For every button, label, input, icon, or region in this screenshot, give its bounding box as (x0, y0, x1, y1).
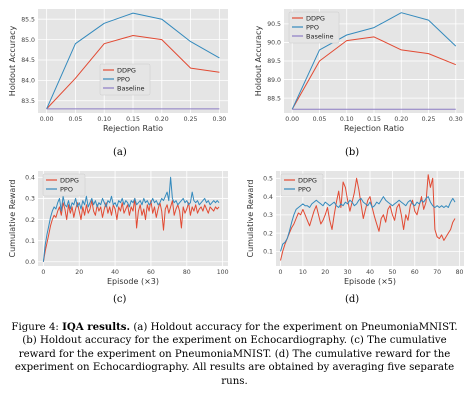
x-axis-label: Episode (×3) (107, 277, 159, 286)
x-axis-label: Rejection Ratio (344, 124, 404, 133)
series-line-ppo (42, 176, 220, 262)
x-tick-label: 80 (456, 269, 464, 276)
sublabel-d: (d) (345, 294, 360, 305)
series-line-ppo (280, 196, 456, 252)
series-line-ddpg (46, 35, 220, 110)
x-tick-label: 60 (147, 269, 155, 276)
legend-label: PPO (117, 75, 130, 83)
x-tick-label: 0.15 (126, 116, 140, 123)
y-tick-label: 0.1 (263, 249, 273, 256)
series-line-ddpg (42, 197, 220, 262)
x-tick-label: 0.05 (69, 116, 83, 123)
x-tick-label: 0.00 (40, 116, 54, 123)
x-tick-label: 50 (388, 269, 396, 276)
legend-label: DDPG (117, 66, 136, 74)
y-tick-label: 84.0 (21, 78, 35, 85)
y-axis-label: Cumulative Reward (8, 180, 17, 258)
x-tick-label: 0.10 (97, 116, 111, 123)
y-axis-label: Holdout Accuracy (8, 26, 17, 97)
x-tick-label: 20 (321, 269, 329, 276)
y-tick-label: 0.2 (25, 217, 35, 224)
legend-label: PPO (306, 23, 319, 31)
x-tick-label: 40 (111, 269, 119, 276)
x-tick-label: 0 (41, 269, 45, 276)
series-line-ppo (291, 12, 457, 110)
chart-a: 0.00 0.05 0.10 0.15 0.20 0.25 0.30 83.5 84.0 84.5… (8, 9, 228, 133)
caption-figure-label: Figure 4: (11, 322, 59, 333)
x-tick-label: 30 (344, 269, 352, 276)
x-tick-label: 80 (183, 269, 191, 276)
y-axis-label: Holdout Accuracy (254, 26, 263, 97)
legend-label: PPO (60, 185, 73, 193)
x-tick-label: 20 (75, 269, 83, 276)
chart-b: 0.00 0.05 0.10 0.15 0.20 0.25 0.30 88.5 89.0 89.5… (254, 9, 464, 133)
sublabel-b: (b) (345, 147, 360, 158)
legend-box (288, 11, 340, 44)
figure-caption: Figure 4: IQA results. (a) Holdout accur… (6, 321, 463, 388)
y-tick-label: 0.1 (25, 238, 35, 245)
series-line-ddpg (291, 36, 456, 110)
x-tick-label: 0.20 (394, 116, 408, 123)
y-tick-label: 84.5 (21, 57, 35, 64)
sublabel-a: (a) (113, 147, 127, 158)
x-tick-label: 60 (411, 269, 419, 276)
x-axis-label: Episode (×5) (344, 277, 396, 286)
y-tick-label: 0.4 (25, 175, 35, 182)
y-tick-label: 89.5 (267, 58, 281, 65)
legend-label: DDPG (60, 176, 79, 184)
x-tick-label: 0.25 (184, 116, 198, 123)
x-tick-label: 0.20 (155, 116, 169, 123)
x-tick-label: 0.30 (449, 116, 463, 123)
y-tick-label: 88.5 (267, 95, 281, 102)
y-tick-label: 0.3 (263, 212, 273, 219)
x-tick-label: 70 (433, 269, 441, 276)
y-tick-label: 0.0 (25, 259, 35, 266)
y-tick-label: 0.4 (263, 194, 273, 201)
x-tick-label: 0.30 (212, 116, 226, 123)
series-line-ddpg (280, 174, 456, 261)
x-tick-label: 0.00 (285, 116, 299, 123)
y-tick-label: 0.3 (25, 196, 35, 203)
y-tick-label: 89.0 (267, 77, 281, 84)
caption-text: (a) Holdout accuracy for the experiment … (14, 322, 458, 387)
x-tick-label: 0.25 (422, 116, 436, 123)
legend-box (99, 63, 151, 96)
y-tick-label: 85.0 (21, 37, 35, 44)
x-tick-label: 0.15 (367, 116, 381, 123)
legend-label: DDPG (306, 14, 325, 22)
y-axis-label: Cumulative Reward (246, 180, 255, 258)
x-tick-label: 100 (217, 269, 229, 276)
chart-c: 0 20 40 60 80 100 0.0 0.1 0.2 0.3 0.4 Episode (×3) C… (8, 171, 229, 286)
y-tick-label: 90.0 (267, 40, 281, 47)
x-tick-label: 0.10 (340, 116, 354, 123)
legend-label: PPO (298, 185, 311, 193)
y-tick-label: 0.5 (263, 176, 273, 183)
x-axis-label: Rejection Ratio (103, 124, 163, 133)
y-tick-label: 90.5 (267, 21, 281, 28)
x-tick-label: 40 (366, 269, 374, 276)
legend-label: Baseline (117, 84, 145, 92)
chart-d: 0 10 20 30 40 50 60 70 80 0.1 0.2 0.3 0.4 0.5 Episode … (246, 171, 464, 286)
y-tick-label: 85.5 (21, 16, 35, 23)
x-tick-label: 0 (279, 269, 283, 276)
y-tick-label: 0.2 (263, 230, 273, 237)
legend-label: Baseline (306, 32, 334, 40)
series-line-ppo (46, 12, 220, 110)
legend-label: DDPG (298, 176, 317, 184)
x-tick-label: 10 (299, 269, 307, 276)
y-tick-label: 83.5 (21, 98, 35, 105)
sublabel-c: (c) (113, 294, 127, 305)
caption-title: IQA results. (62, 321, 131, 333)
x-tick-label: 0.05 (313, 116, 327, 123)
